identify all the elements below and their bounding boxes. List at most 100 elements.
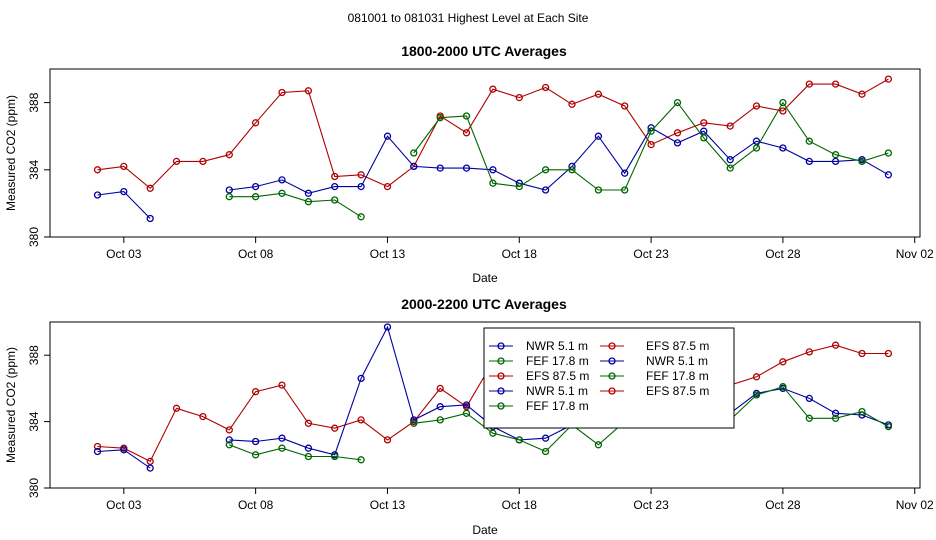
legend-label: NWR 5.1 m bbox=[526, 384, 588, 398]
legend-entry: FEF 17.8 m bbox=[600, 369, 709, 383]
data-point-nwr bbox=[489, 166, 497, 174]
data-point-fef bbox=[673, 98, 682, 107]
data-point-fef bbox=[831, 151, 840, 159]
data-point-efs bbox=[199, 412, 207, 421]
data-point-efs bbox=[304, 87, 313, 95]
data-point-efs bbox=[172, 157, 181, 166]
panel-1-series bbox=[93, 75, 893, 223]
data-point-nwr bbox=[805, 157, 813, 166]
panel-2-ylabel: Measured CO2 (ppm) bbox=[4, 347, 18, 463]
data-point-efs bbox=[357, 416, 365, 424]
legend-entry: NWR 5.1 m bbox=[600, 354, 708, 368]
data-point-nwr bbox=[383, 132, 392, 140]
data-point-fef bbox=[515, 436, 523, 444]
data-point-efs bbox=[146, 457, 154, 466]
data-point-fef bbox=[831, 414, 840, 422]
x-tick-label: Nov 02 bbox=[896, 498, 934, 512]
data-point-efs bbox=[251, 388, 260, 396]
x-tick-label: Oct 03 bbox=[106, 247, 142, 261]
data-point-nwr bbox=[304, 189, 313, 197]
data-point-fef bbox=[225, 193, 233, 201]
data-point-efs bbox=[621, 102, 629, 110]
legend-marker bbox=[497, 402, 505, 410]
series-line-nwr bbox=[97, 449, 151, 469]
series-efs bbox=[93, 75, 893, 192]
data-point-nwr bbox=[621, 169, 629, 177]
legend-label: FEF 17.8 m bbox=[526, 399, 589, 413]
x-tick-label: Oct 28 bbox=[765, 247, 801, 261]
data-point-nwr bbox=[462, 164, 471, 172]
data-point-fef bbox=[805, 414, 813, 422]
panel-1-title: 1800-2000 UTC Averages bbox=[401, 43, 567, 59]
data-point-efs bbox=[805, 348, 813, 356]
data-point-fef bbox=[779, 98, 787, 107]
legend-label: FEF 17.8 m bbox=[646, 369, 709, 383]
data-point-efs bbox=[752, 102, 761, 110]
data-point-fef bbox=[541, 166, 550, 174]
data-point-efs bbox=[647, 140, 655, 149]
data-point-efs bbox=[489, 85, 497, 93]
legend-marker bbox=[497, 387, 505, 395]
series-line-nwr bbox=[229, 127, 889, 194]
data-point-fef bbox=[779, 383, 787, 391]
data-point-nwr bbox=[700, 127, 708, 135]
data-point-fef bbox=[858, 157, 866, 166]
data-point-fef bbox=[621, 186, 629, 194]
data-point-nwr bbox=[805, 394, 813, 403]
data-point-fef bbox=[805, 137, 813, 145]
x-tick-label: Nov 02 bbox=[896, 247, 934, 261]
data-point-nwr bbox=[436, 403, 444, 411]
data-point-fef bbox=[410, 149, 418, 157]
y-tick-label: 384 bbox=[27, 411, 41, 431]
panel-1-xlabel: Date bbox=[472, 271, 498, 285]
panel-1-ticks: Oct 03 Oct 08 Oct 13 Oct 18 Oct 23 Oct 28 Nov … bbox=[27, 92, 934, 261]
legend-label: NWR 5.1 m bbox=[526, 339, 588, 353]
x-tick-label: Oct 18 bbox=[502, 498, 538, 512]
data-point-efs bbox=[568, 100, 576, 108]
data-point-efs bbox=[251, 119, 260, 127]
panel-2: 2000-2200 UTC Averages Oct 03 Oct 08 Oct 1… bbox=[4, 296, 934, 537]
data-point-efs bbox=[541, 83, 550, 92]
data-point-fef bbox=[225, 441, 233, 449]
x-tick-label: Oct 13 bbox=[370, 247, 406, 261]
data-point-fef bbox=[304, 198, 313, 206]
data-point-nwr bbox=[146, 214, 154, 223]
data-point-fef bbox=[700, 134, 708, 142]
data-point-nwr bbox=[357, 374, 365, 383]
x-tick-label: Oct 23 bbox=[633, 247, 669, 261]
legend-label: EFS 87.5 m bbox=[646, 384, 709, 398]
legend-label: FEF 17.8 m bbox=[526, 354, 589, 368]
x-tick-label: Oct 23 bbox=[633, 498, 669, 512]
data-point-efs bbox=[120, 162, 128, 171]
x-tick-label: Oct 28 bbox=[765, 498, 801, 512]
data-point-nwr bbox=[594, 132, 603, 140]
legend-marker bbox=[608, 357, 616, 365]
data-point-efs bbox=[673, 129, 682, 137]
data-point-nwr bbox=[673, 139, 682, 147]
data-point-fef bbox=[278, 444, 286, 452]
data-point-efs bbox=[331, 172, 339, 181]
y-tick-label: 380 bbox=[27, 478, 41, 498]
y-tick-label: 388 bbox=[27, 345, 41, 365]
x-tick-label: Oct 18 bbox=[502, 247, 538, 261]
data-point-efs bbox=[304, 419, 313, 427]
panel-2-xlabel: Date bbox=[472, 523, 498, 537]
series-line-fef bbox=[229, 444, 362, 461]
x-tick-label: Oct 08 bbox=[238, 247, 274, 261]
data-point-fef bbox=[304, 452, 313, 461]
data-point-efs bbox=[383, 436, 392, 444]
legend-label: EFS 87.5 m bbox=[646, 339, 709, 353]
data-point-fef bbox=[541, 447, 550, 456]
data-point-fef bbox=[752, 391, 761, 399]
data-point-fef bbox=[647, 127, 655, 135]
series-line-fef bbox=[229, 192, 362, 218]
legend-entry: EFS 87.5 m bbox=[600, 339, 709, 353]
data-point-nwr bbox=[251, 437, 260, 446]
data-point-efs bbox=[831, 341, 840, 349]
legend-entry: NWR 5.1 m bbox=[489, 384, 588, 398]
data-point-efs bbox=[726, 122, 734, 130]
data-point-efs bbox=[199, 157, 207, 166]
panel-2-title: 2000-2200 UTC Averages bbox=[401, 296, 567, 312]
x-tick-label: Oct 08 bbox=[238, 498, 274, 512]
